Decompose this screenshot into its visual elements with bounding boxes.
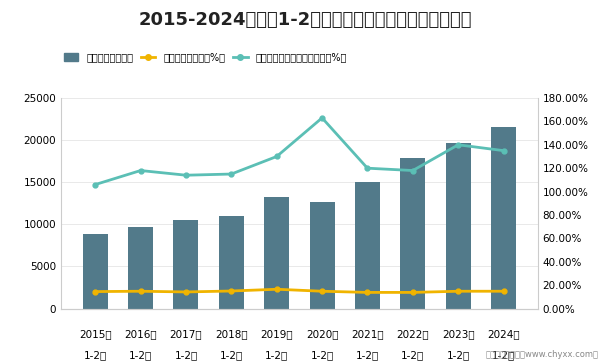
- Bar: [128, 227, 153, 309]
- Text: 2019年: 2019年: [260, 330, 293, 340]
- Bar: [174, 220, 199, 309]
- Text: 2021年: 2021年: [351, 330, 384, 340]
- Bar: [219, 216, 244, 309]
- Text: 1-2月: 1-2月: [129, 351, 152, 361]
- Bar: [310, 201, 335, 309]
- Text: 1-2月: 1-2月: [84, 351, 107, 361]
- Text: 1-2月: 1-2月: [356, 351, 379, 361]
- Bar: [264, 196, 289, 309]
- Text: 1-2月: 1-2月: [265, 351, 288, 361]
- Text: 2017年: 2017年: [170, 330, 202, 340]
- Bar: [445, 143, 470, 309]
- Text: 2015年: 2015年: [79, 330, 112, 340]
- Text: 1-2月: 1-2月: [447, 351, 470, 361]
- Text: 制图：智研咨询（www.chyxx.com）: 制图：智研咨询（www.chyxx.com）: [486, 350, 599, 359]
- Text: 1-2月: 1-2月: [174, 351, 197, 361]
- Text: 2015-2024年各年1-2月浙江省工业企业应收账款统计图: 2015-2024年各年1-2月浙江省工业企业应收账款统计图: [139, 11, 472, 29]
- Bar: [491, 127, 516, 309]
- Text: 2018年: 2018年: [215, 330, 247, 340]
- Text: 2016年: 2016年: [124, 330, 157, 340]
- Bar: [82, 234, 108, 309]
- Text: 1-2月: 1-2月: [401, 351, 425, 361]
- Bar: [355, 182, 380, 309]
- Text: 2023年: 2023年: [442, 330, 475, 340]
- Text: 2022年: 2022年: [397, 330, 429, 340]
- Text: 1-2月: 1-2月: [492, 351, 515, 361]
- Legend: 应收账款（亿元）, 应收账款百分比（%）, 应收账款占营业收入的比重（%）: 应收账款（亿元）, 应收账款百分比（%）, 应收账款占营业收入的比重（%）: [60, 48, 351, 66]
- Text: 2020年: 2020年: [306, 330, 338, 340]
- Text: 1-2月: 1-2月: [220, 351, 243, 361]
- Text: 2024年: 2024年: [487, 330, 520, 340]
- Bar: [400, 158, 425, 309]
- Text: 1-2月: 1-2月: [310, 351, 334, 361]
